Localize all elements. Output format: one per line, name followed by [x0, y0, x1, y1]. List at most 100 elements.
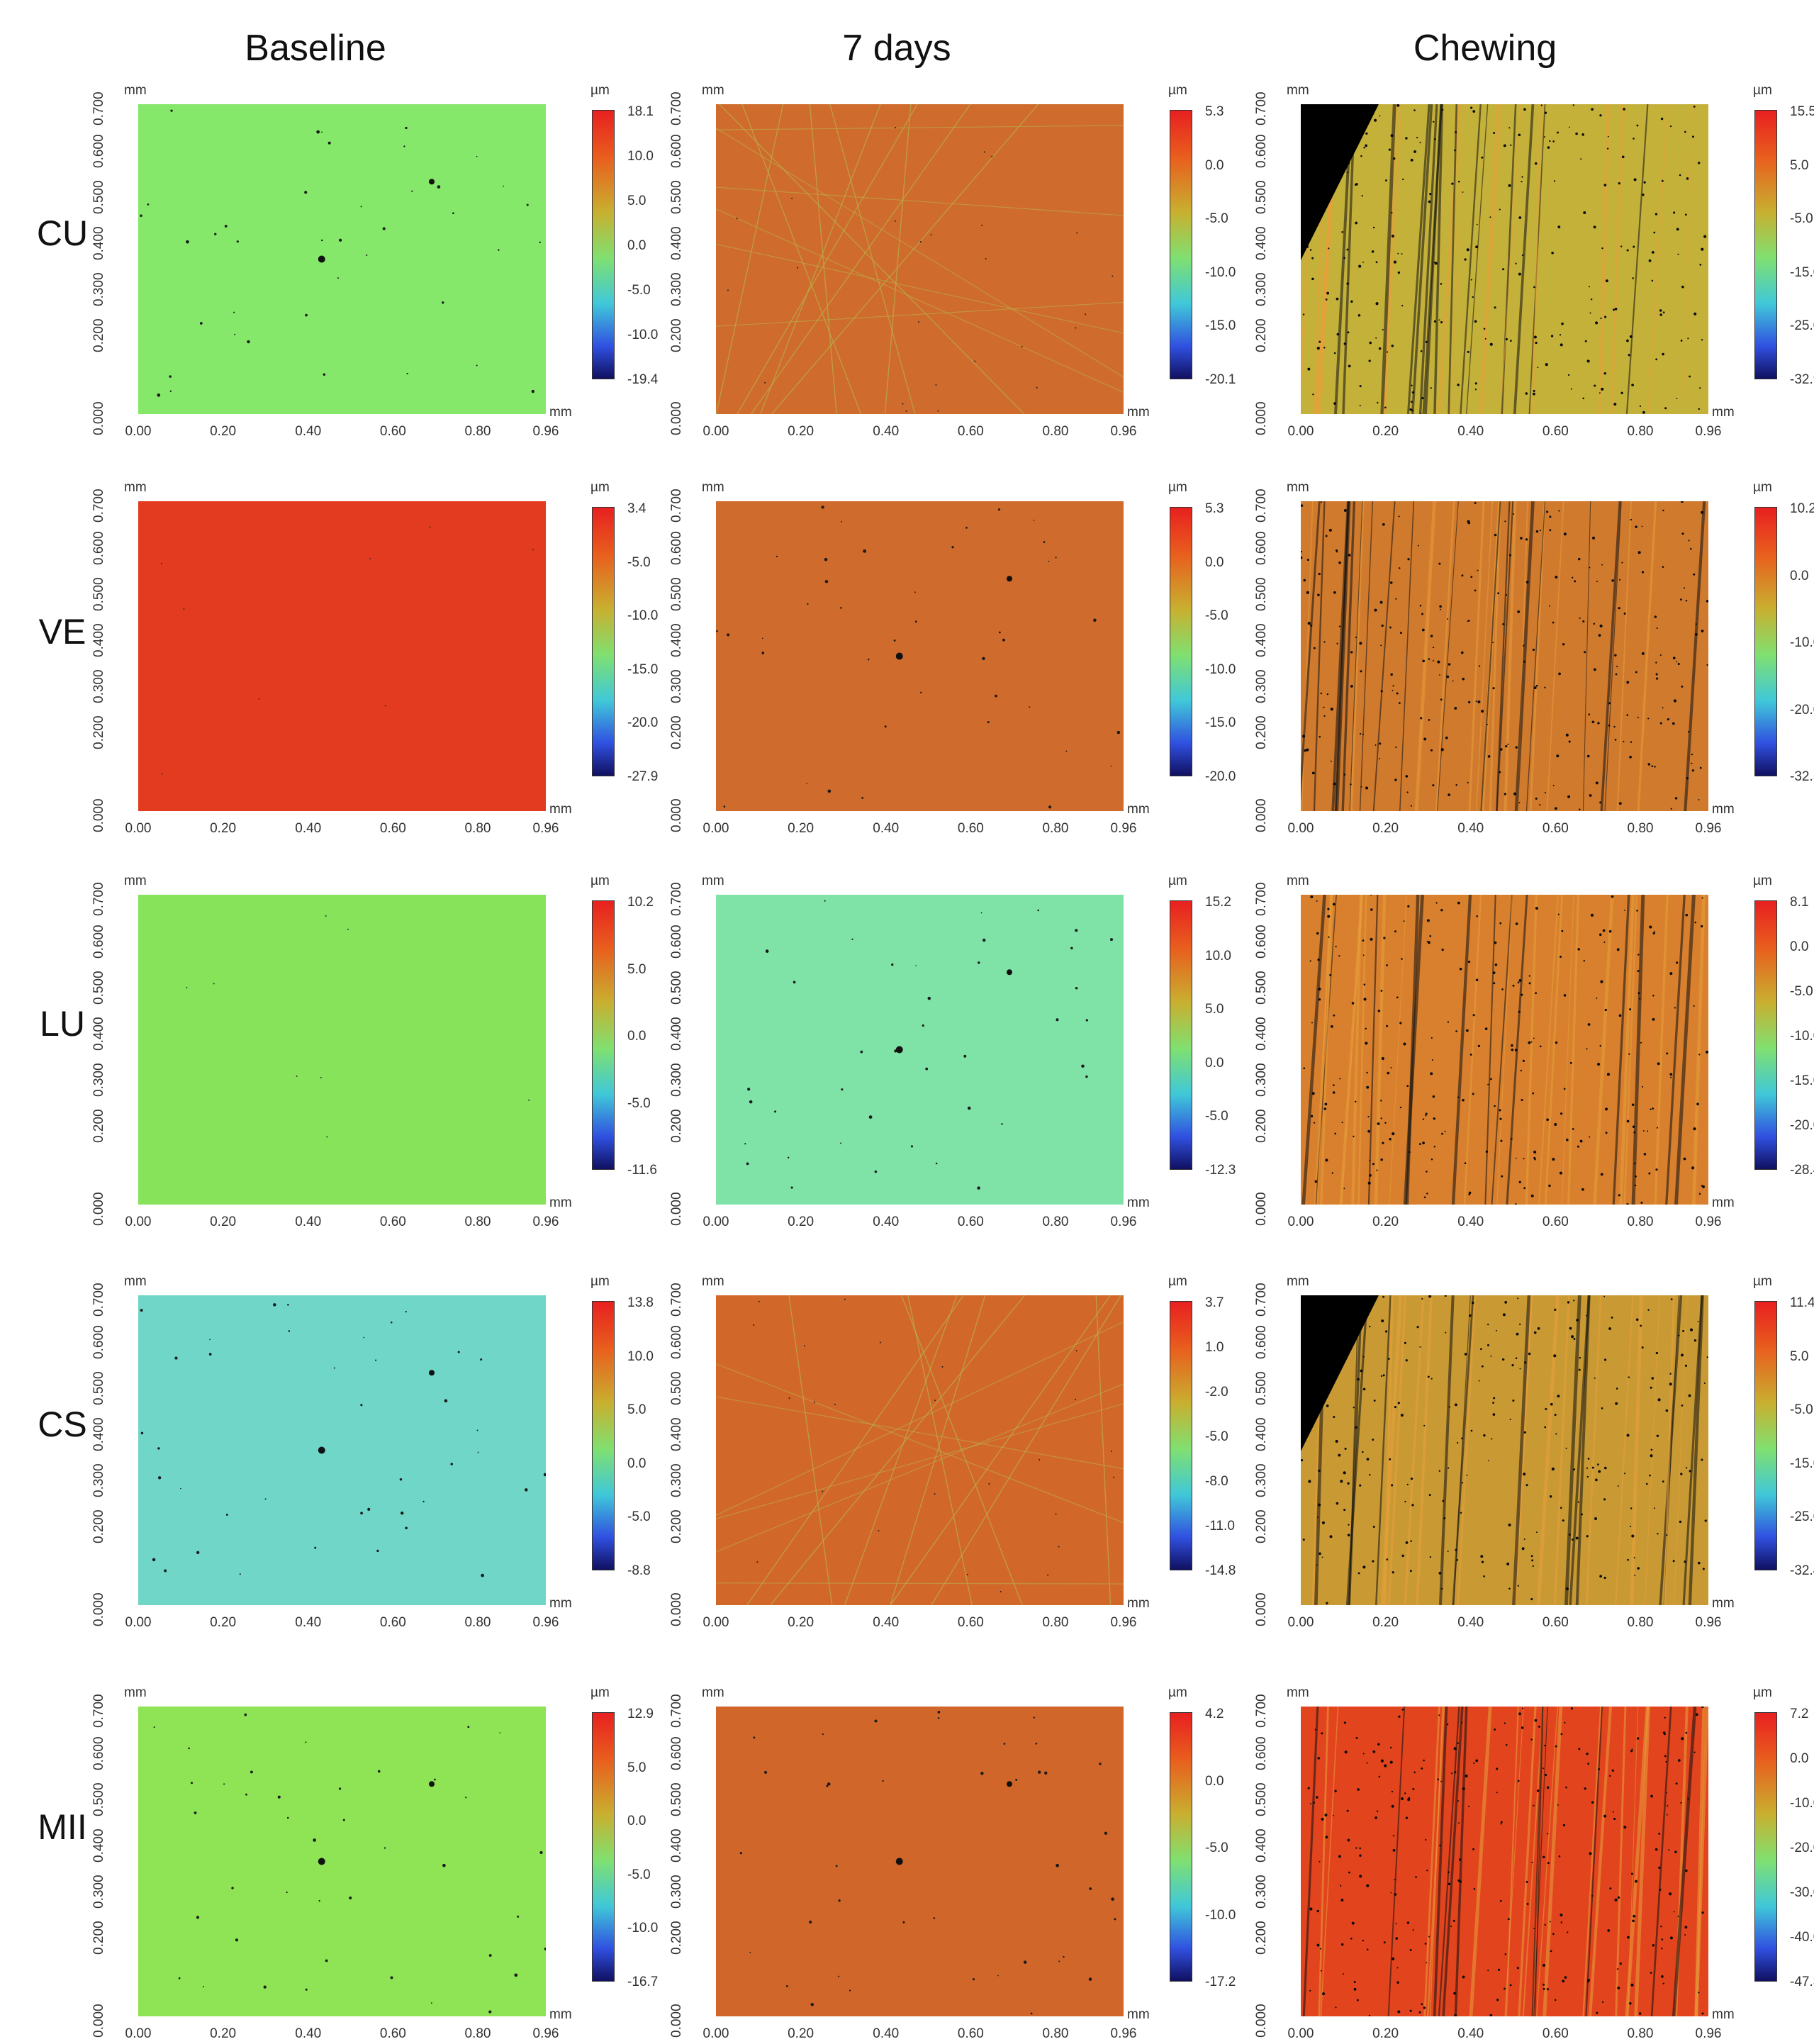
surface-speck — [1393, 1849, 1396, 1852]
surface-speck — [1522, 255, 1523, 256]
surface-speck — [1333, 591, 1336, 594]
surface-speck — [1366, 1763, 1367, 1764]
surface-speck — [1036, 387, 1038, 389]
panel-cs-7-days: mm µm mm 0.000 0.200 0.300 0.400 0.500 0.600 0.70… — [631, 1258, 1212, 1620]
surface-speck — [1669, 1892, 1672, 1895]
surface-speck — [1502, 623, 1504, 625]
surface-speck — [1475, 1760, 1478, 1763]
surface-speck — [477, 1430, 478, 1431]
y-tick-label: 0.400 — [91, 1828, 107, 1863]
surface-speck — [1421, 397, 1423, 399]
surface-speck — [1630, 741, 1632, 742]
surface-speck — [1586, 1314, 1587, 1316]
surface-speck — [1445, 1131, 1446, 1132]
surface-speck — [1570, 1062, 1572, 1064]
surface-speck — [1660, 1926, 1662, 1927]
surface-speck — [1469, 1314, 1472, 1317]
surface-speck — [1392, 690, 1394, 691]
surface-speck — [1110, 938, 1113, 941]
surface-speck — [1693, 313, 1696, 315]
surface-speck — [1467, 620, 1469, 622]
surface-speck — [1581, 1188, 1584, 1191]
surface-speck — [1462, 1976, 1465, 1979]
surface-speck — [1523, 108, 1526, 111]
surface-speck — [1438, 1714, 1440, 1716]
x-tick-label: 0.40 — [1446, 821, 1496, 837]
surface-speck — [1606, 1132, 1608, 1134]
surface-speck — [1558, 510, 1560, 512]
surface-speck — [1343, 1973, 1344, 1975]
surface-speck — [1440, 321, 1443, 323]
x-tick-label: 0.00 — [113, 1615, 163, 1631]
surface-speck — [1555, 1041, 1557, 1044]
surface-speck — [1380, 601, 1383, 604]
surface-speck — [1462, 191, 1464, 193]
surface-speck — [1613, 1818, 1616, 1820]
panel-cs-baseline: mm µm mm 0.000 0.200 0.300 0.400 0.500 0.600 0.70… — [53, 1258, 634, 1620]
surface-speck — [1704, 1383, 1706, 1384]
surface-speck — [1642, 411, 1645, 414]
surface-speck — [1666, 1534, 1667, 1536]
axis-unit-top: mm — [124, 83, 147, 99]
height-map — [1301, 104, 1708, 414]
surface-speck — [1661, 1948, 1662, 1949]
surface-line — [772, 104, 1038, 414]
surface-line — [885, 104, 910, 414]
x-tick-label: 0.80 — [1616, 821, 1665, 837]
surface-speck — [1545, 1408, 1547, 1410]
surface-line — [1443, 1707, 1462, 2016]
surface-speck — [1481, 157, 1483, 159]
surface-speck — [825, 580, 829, 583]
surface-speck — [1310, 249, 1312, 251]
axis-unit-top: mm — [1287, 1685, 1309, 1701]
surface-speck — [517, 1916, 519, 1918]
y-tick-label: 0.400 — [91, 1017, 107, 1051]
surface-speck — [1411, 1478, 1413, 1480]
surface-speck — [1494, 1105, 1496, 1107]
color-scale-value: 0.0 — [1790, 1751, 1808, 1767]
surface-speck — [1686, 777, 1689, 779]
surface-speck — [1384, 406, 1387, 408]
surface-speck — [814, 1402, 815, 1403]
surface-speck — [1674, 1007, 1676, 1008]
surface-speck — [1114, 1918, 1116, 1920]
surface-speck — [1318, 341, 1321, 343]
surface-speck — [1063, 1956, 1064, 1958]
surface-speck — [1558, 914, 1560, 915]
x-tick-label: 0.96 — [1099, 821, 1148, 837]
color-scale-value: 8.1 — [1790, 895, 1808, 910]
surface-speck — [1676, 961, 1678, 964]
surface-speck — [1387, 1072, 1389, 1075]
surface-speck — [1497, 592, 1499, 594]
x-tick-label: 0.60 — [946, 1615, 995, 1631]
surface-speck — [1564, 1088, 1566, 1090]
surface-speck — [1515, 263, 1516, 264]
surface-speck — [1543, 1964, 1545, 1967]
texture-layer — [1301, 501, 1708, 811]
surface-speck — [1560, 1507, 1562, 1509]
surface-speck — [1321, 1818, 1324, 1821]
surface-speck — [1659, 313, 1662, 316]
x-tick-label: 0.96 — [1099, 2026, 1148, 2042]
surface-speck — [1446, 676, 1449, 678]
surface-line — [716, 244, 1124, 333]
y-tick-label: 0.600 — [1254, 925, 1270, 959]
surface-speck — [1323, 707, 1324, 708]
surface-speck — [1567, 1301, 1569, 1303]
surface-speck — [318, 1900, 320, 1901]
y-tick-label: 0.600 — [1254, 134, 1270, 168]
surface-speck — [982, 657, 985, 660]
surface-speck — [1673, 1560, 1675, 1562]
color-scale-value: 0.0 — [1790, 569, 1808, 584]
surface-speck — [442, 1864, 446, 1867]
surface-speck — [1490, 1078, 1492, 1080]
x-tick-label: 0.80 — [1616, 2026, 1665, 2042]
surface-speck — [1038, 1459, 1040, 1461]
surface-speck — [1626, 1203, 1629, 1205]
surface-speck — [1353, 1407, 1355, 1408]
surface-speck — [1535, 342, 1537, 344]
surface-speck — [1481, 710, 1484, 713]
surface-speck — [1619, 802, 1622, 805]
surface-speck — [500, 1732, 501, 1733]
surface-speck — [999, 632, 1001, 634]
